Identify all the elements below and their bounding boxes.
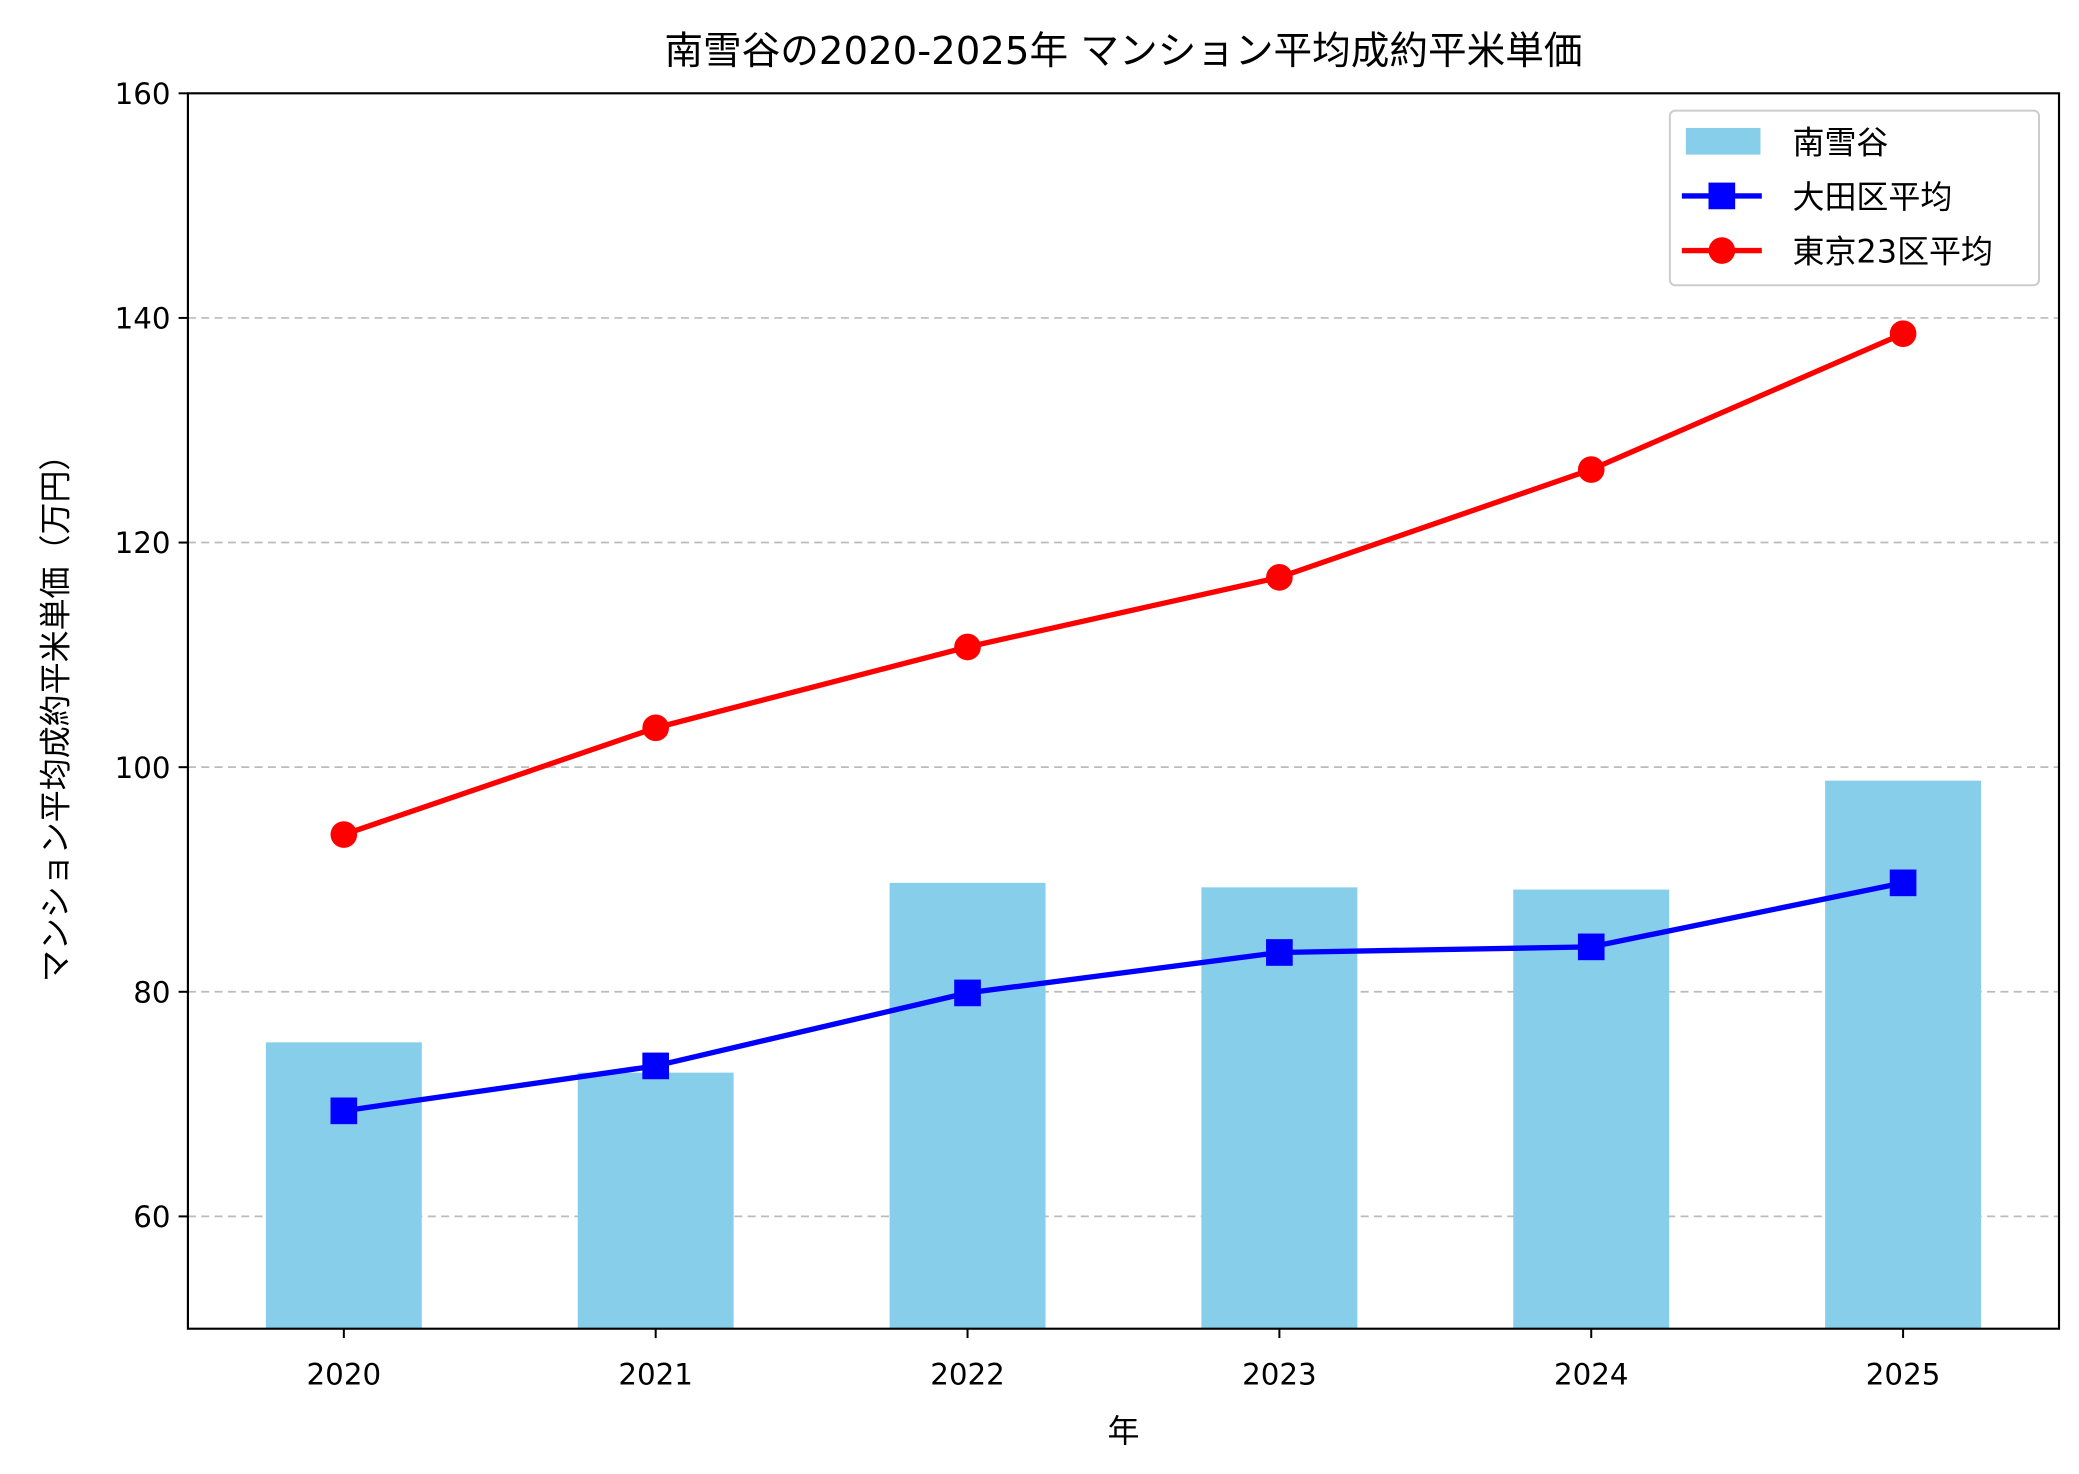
lines	[330, 320, 1917, 1125]
grid	[187, 317, 2060, 1218]
y-axis: 60 80 100 120 140 160	[115, 77, 188, 1234]
x-axis: 2020 2021 2022 2023 2024 2025	[307, 1328, 1941, 1392]
bar-2020	[265, 1042, 422, 1329]
square-marker	[1266, 939, 1293, 966]
circle-marker	[330, 821, 358, 848]
x-tick-label: 2021	[618, 1358, 693, 1392]
legend-swatch	[1685, 127, 1761, 155]
bar-2021	[577, 1072, 734, 1329]
x-tick-label: 2024	[1554, 1358, 1629, 1392]
y-tick-label: 160	[115, 77, 171, 111]
legend-box	[1668, 109, 2041, 287]
y-tick-label: 60	[133, 1200, 170, 1234]
circle-marker	[1889, 320, 1917, 347]
circle-marker	[954, 633, 981, 661]
circle-marker	[642, 714, 670, 742]
x-tick-label: 2020	[307, 1358, 382, 1392]
x-tick-label: 2025	[1866, 1358, 1941, 1392]
y-tick-label: 120	[115, 526, 171, 560]
y-tick-label: 100	[115, 751, 171, 785]
x-tick-label: 2023	[1242, 1358, 1317, 1392]
legend-label: 大田区平均	[1792, 178, 1952, 216]
square-marker	[330, 1097, 358, 1125]
circle-marker	[1266, 564, 1293, 591]
plot-frame	[186, 92, 2061, 1330]
y-tick-label: 140	[115, 302, 171, 336]
bar-2024	[1513, 889, 1670, 1329]
square-marker	[1577, 933, 1605, 961]
y-tick-label: 80	[133, 975, 170, 1009]
x-axis-label: 年	[1107, 1412, 1139, 1450]
legend-label: 南雪谷	[1792, 123, 1888, 161]
bar-2025	[1825, 780, 1982, 1329]
legend-square-marker	[1708, 182, 1736, 210]
square-marker	[1889, 869, 1917, 897]
y-axis-label: マンション平均成約平米単価（万円）	[37, 439, 75, 982]
line-ota	[343, 880, 1904, 1114]
bars	[265, 780, 1982, 1329]
square-marker	[954, 979, 981, 1007]
legend-label: 東京23区平均	[1792, 233, 1993, 271]
x-tick-label: 2022	[930, 1358, 1005, 1392]
line-tokyo23	[342, 331, 1905, 838]
bar-2022	[889, 882, 1046, 1329]
chart-title: 南雪谷の2020-2025年 マンション平均成約平米単価	[664, 29, 1582, 74]
legend-circle-marker	[1708, 237, 1736, 264]
square-marker	[642, 1052, 670, 1080]
circle-marker	[1577, 456, 1605, 483]
